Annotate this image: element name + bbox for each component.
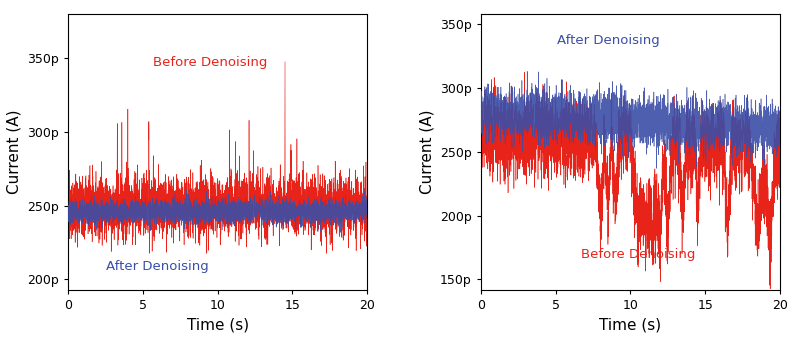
Text: After Denoising: After Denoising [106, 260, 209, 274]
Y-axis label: Current (A): Current (A) [419, 110, 434, 194]
Y-axis label: Current (A): Current (A) [6, 110, 22, 194]
X-axis label: Time (s): Time (s) [599, 317, 662, 332]
X-axis label: Time (s): Time (s) [186, 317, 249, 332]
Text: Before Denoising: Before Denoising [153, 55, 267, 68]
Text: After Denoising: After Denoising [557, 34, 659, 47]
Text: Before Denoising: Before Denoising [581, 247, 695, 261]
